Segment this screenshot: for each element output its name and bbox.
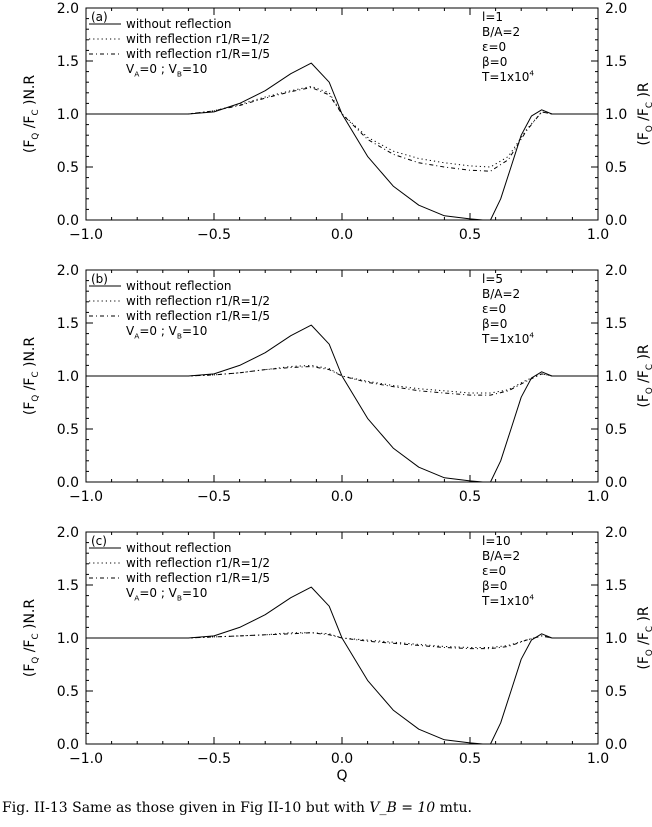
legend-note: VA=0 ; VB=10 bbox=[126, 586, 207, 603]
x-tick-label: 0.0 bbox=[331, 489, 353, 505]
y-tick-label-right: 1.5 bbox=[605, 54, 627, 70]
series-line-without-reflection bbox=[86, 586, 598, 745]
x-tick-label: −0.5 bbox=[197, 227, 231, 243]
param-text: β=0 bbox=[482, 55, 507, 69]
x-tick-label: −1.0 bbox=[69, 227, 103, 243]
series-line-reflection-half bbox=[86, 85, 598, 168]
y-tick-label-left: 1.5 bbox=[57, 316, 79, 332]
y-tick-label-right: 2.0 bbox=[605, 263, 627, 279]
x-tick-label: −1.0 bbox=[69, 751, 103, 767]
legend-note: VA=0 ; VB=10 bbox=[126, 62, 207, 79]
y-tick-label-left: 2.0 bbox=[57, 263, 79, 279]
param-text: B/A=2 bbox=[482, 549, 520, 563]
caption-math: V_B = 10 bbox=[369, 800, 436, 816]
legend-entry: with reflection r1/R=1/2 bbox=[126, 556, 270, 570]
y-tick-label-right: 0.0 bbox=[605, 475, 627, 491]
series-line-reflection-fifth bbox=[86, 632, 598, 650]
param-text: T=1x104 bbox=[481, 69, 534, 84]
series-line-reflection-half bbox=[86, 364, 598, 394]
x-tick-label: 1.0 bbox=[587, 227, 609, 243]
y-tick-label-left: 0.5 bbox=[57, 422, 79, 438]
param-text: β=0 bbox=[482, 317, 507, 331]
legend-entry: with reflection r1/R=1/2 bbox=[126, 32, 270, 46]
param-text: B/A=2 bbox=[482, 287, 520, 301]
series-line-reflection-fifth bbox=[86, 366, 598, 396]
y-tick-label-left: 2.0 bbox=[57, 525, 79, 541]
legend-entry: without reflection bbox=[126, 541, 232, 555]
y-axis-label-left: (FQ /FC )N.R bbox=[22, 337, 41, 415]
legend-entry: without reflection bbox=[126, 279, 232, 293]
param-text: ε=0 bbox=[482, 40, 506, 54]
y-tick-label-left: 0.5 bbox=[57, 160, 79, 176]
x-tick-label: 0.0 bbox=[331, 227, 353, 243]
x-tick-label: 1.0 bbox=[587, 489, 609, 505]
legend-note: VA=0 ; VB=10 bbox=[126, 324, 207, 341]
figure-caption: Fig. II-13 Same as those given in Fig II… bbox=[2, 800, 472, 816]
param-text: l=5 bbox=[482, 272, 503, 286]
param-text: B/A=2 bbox=[482, 25, 520, 39]
series-line-reflection-half bbox=[86, 632, 598, 648]
y-tick-label-right: 0.5 bbox=[605, 422, 627, 438]
figure: −1.0 −0.5 0.0 0.5 1.00.0 0.00.5 0.51.0 1.01.5 1.… bbox=[22, 1, 652, 784]
param-text: ε=0 bbox=[482, 302, 506, 316]
y-tick-label-right: 1.0 bbox=[605, 369, 627, 385]
panel-label: (c) bbox=[91, 534, 107, 548]
panel-label: (b) bbox=[91, 272, 108, 286]
x-tick-label: 1.0 bbox=[587, 751, 609, 767]
y-tick-label-right: 1.5 bbox=[605, 316, 627, 332]
y-tick-label-right: 1.0 bbox=[605, 107, 627, 123]
panel-3: −1.0 −0.5 0.0 0.5 1.00.0 0.00.5 0.51.0 1.01.5 1.… bbox=[22, 525, 652, 784]
legend-entry: with reflection r1/R=1/2 bbox=[126, 294, 270, 308]
param-text: ε=0 bbox=[482, 564, 506, 578]
y-tick-label-left: 1.5 bbox=[57, 578, 79, 594]
y-tick-label-right: 0.0 bbox=[605, 213, 627, 229]
x-tick-label: 0.5 bbox=[459, 489, 481, 505]
legend-entry: with reflection r1/R=1/5 bbox=[126, 309, 270, 323]
panel-2: −1.0 −0.5 0.0 0.5 1.00.0 0.00.5 0.51.0 1.01.5 1.… bbox=[22, 263, 652, 505]
y-tick-label-left: 2.0 bbox=[57, 1, 79, 17]
y-tick-label-left: 0.0 bbox=[57, 475, 79, 491]
y-tick-label-left: 1.0 bbox=[57, 369, 79, 385]
caption-suffix: mtu. bbox=[435, 800, 473, 816]
param-text: T=1x104 bbox=[481, 331, 534, 346]
y-axis-label-right: (FQ /FC )R bbox=[636, 82, 652, 146]
series-line-without-reflection bbox=[86, 62, 598, 221]
param-text: l=1 bbox=[482, 10, 503, 24]
x-tick-label: 0.5 bbox=[459, 227, 481, 243]
param-text: T=1x104 bbox=[481, 593, 534, 608]
param-text: β=0 bbox=[482, 579, 507, 593]
x-axis-label: Q bbox=[336, 768, 347, 784]
y-tick-label-right: 0.5 bbox=[605, 684, 627, 700]
y-tick-label-left: 1.0 bbox=[57, 631, 79, 647]
y-tick-label-left: 1.5 bbox=[57, 54, 79, 70]
series-line-without-reflection bbox=[86, 324, 598, 483]
series-line-reflection-fifth bbox=[86, 87, 598, 172]
x-tick-label: −0.5 bbox=[197, 489, 231, 505]
y-tick-label-left: 0.5 bbox=[57, 684, 79, 700]
legend-entry: without reflection bbox=[126, 17, 232, 31]
legend-entry: with reflection r1/R=1/5 bbox=[126, 47, 270, 61]
y-tick-label-right: 2.0 bbox=[605, 1, 627, 17]
y-tick-label-right: 0.0 bbox=[605, 737, 627, 753]
y-tick-label-right: 0.5 bbox=[605, 160, 627, 176]
y-tick-label-left: 1.0 bbox=[57, 107, 79, 123]
y-tick-label-left: 0.0 bbox=[57, 737, 79, 753]
panel-label: (a) bbox=[91, 10, 108, 24]
y-axis-label-right: (FQ /FC )R bbox=[636, 606, 652, 670]
y-axis-label-right: (FQ /FC )R bbox=[636, 344, 652, 408]
legend-entry: with reflection r1/R=1/5 bbox=[126, 571, 270, 585]
y-axis-label-left: (FQ /FC )N.R bbox=[22, 599, 41, 677]
y-tick-label-right: 1.5 bbox=[605, 578, 627, 594]
x-tick-label: −0.5 bbox=[197, 751, 231, 767]
x-tick-label: −1.0 bbox=[69, 489, 103, 505]
x-tick-label: 0.0 bbox=[331, 751, 353, 767]
y-tick-label-right: 1.0 bbox=[605, 631, 627, 647]
y-tick-label-right: 2.0 bbox=[605, 525, 627, 541]
x-tick-label: 0.5 bbox=[459, 751, 481, 767]
caption-prefix: Fig. II-13 Same as those given in Fig II… bbox=[2, 800, 370, 816]
y-tick-label-left: 0.0 bbox=[57, 213, 79, 229]
panel-1: −1.0 −0.5 0.0 0.5 1.00.0 0.00.5 0.51.0 1.01.5 1.… bbox=[22, 1, 652, 243]
y-axis-label-left: (FQ /FC )N.R bbox=[22, 75, 41, 153]
param-text: l=10 bbox=[482, 534, 511, 548]
